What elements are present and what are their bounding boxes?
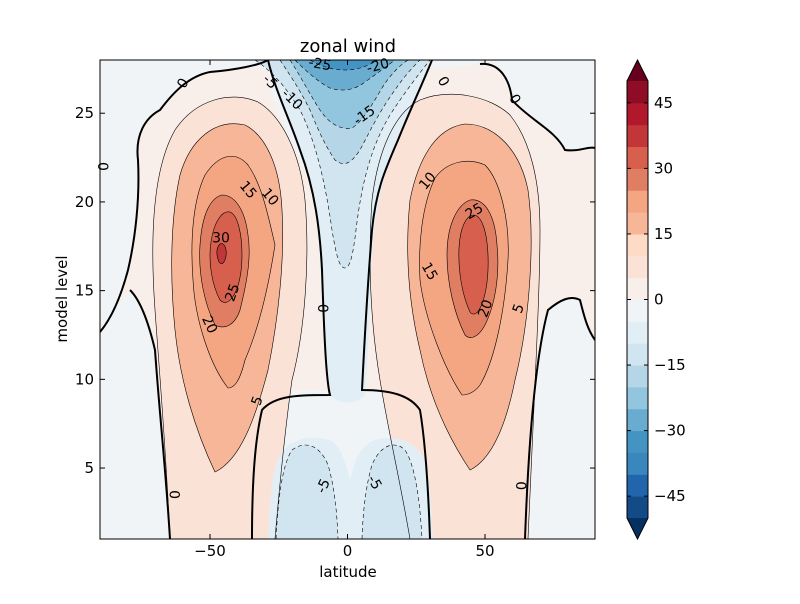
colorbar-tick-label: 45	[654, 94, 673, 112]
y-tick-label: 10	[75, 370, 94, 388]
colorbar-segment	[627, 125, 648, 147]
y-axis-label: model level	[53, 255, 71, 342]
contour-label: 30	[212, 230, 230, 246]
x-tick-label: −50	[194, 542, 226, 560]
x-tick-label: 0	[343, 542, 353, 560]
colorbar-segment	[627, 496, 648, 518]
colorbar-extend-max	[627, 60, 648, 81]
colorbar-segment	[627, 278, 648, 300]
colorbar-tick-label: −45	[654, 487, 686, 505]
colorbar-extend-min	[627, 518, 648, 539]
colorbar-segment	[627, 168, 648, 190]
colorbar[interactable]: −45 −30 −15 0 15 30 45	[627, 60, 686, 539]
x-axis-label: latitude	[319, 563, 377, 581]
y-tick-label: 20	[75, 193, 94, 211]
colorbar-segment	[627, 321, 648, 343]
colorbar-segment	[627, 190, 648, 212]
colorbar-segment	[627, 234, 648, 256]
colorbar-segment	[627, 474, 648, 496]
colorbar-segment	[627, 300, 648, 322]
y-tick-label: 5	[84, 459, 94, 477]
colorbar-tick-label: −30	[654, 422, 686, 440]
colorbar-segment	[627, 103, 648, 125]
contour-label: 0	[512, 481, 528, 490]
contour-label: 0	[165, 490, 181, 499]
colorbar-segment	[627, 365, 648, 387]
colorbar-tick-label: 30	[654, 159, 673, 177]
colorbar-tick-label: −15	[654, 356, 686, 374]
colorbar-segment	[627, 431, 648, 453]
colorbar-segment	[627, 256, 648, 278]
colorbar-tick-label: 15	[654, 225, 673, 243]
colorbar-segment	[627, 147, 648, 169]
chart-title: zonal wind	[300, 36, 396, 57]
colorbar-segment	[627, 343, 648, 365]
colorbar-segment	[627, 81, 648, 103]
colorbar-tick-label: 0	[654, 291, 664, 309]
x-tick-label: 50	[475, 542, 494, 560]
y-tick-label: 15	[75, 282, 94, 300]
contour-label: 0	[314, 304, 330, 313]
colorbar-segment	[627, 409, 648, 431]
colorbar-segment	[627, 212, 648, 234]
contour-label: 0	[94, 162, 110, 171]
y-tick-label: 25	[75, 104, 94, 122]
colorbar-segment	[627, 452, 648, 474]
colorbar-segment	[627, 387, 648, 409]
